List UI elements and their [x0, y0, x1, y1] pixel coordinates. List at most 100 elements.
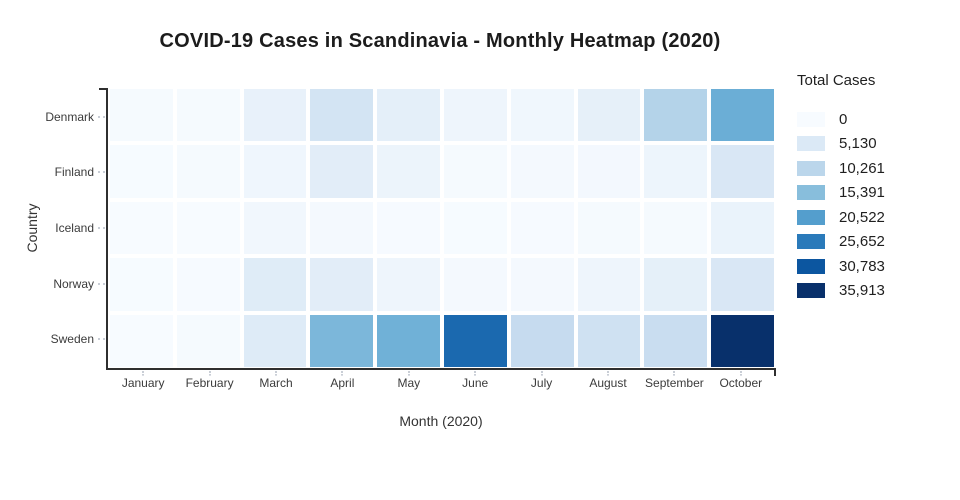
legend-tick-label: 35,913	[839, 282, 885, 300]
legend-swatch	[797, 160, 825, 176]
legend-item: 15,391	[797, 181, 957, 206]
x-tick-mark	[739, 371, 742, 376]
heatmap-cell	[377, 89, 440, 142]
heatmap-cell	[310, 201, 374, 255]
heatmap-cell	[176, 258, 240, 311]
legend-title: Total Cases	[797, 72, 876, 89]
heatmap-cell	[377, 258, 440, 311]
legend-tick-label: 25,652	[839, 233, 885, 251]
heatmap-cell	[176, 89, 240, 142]
x-tick-label: September	[645, 376, 704, 390]
legend-item: 0	[797, 107, 957, 132]
x-tick-label: February	[185, 376, 234, 390]
x-tick-label: April	[330, 376, 355, 390]
legend-swatch	[797, 234, 825, 250]
legend-swatch	[797, 283, 825, 299]
heatmap-cell	[577, 258, 641, 311]
y-tick-label: Norway	[53, 276, 94, 291]
heatmap-cell	[577, 145, 641, 198]
heatmap-cell	[644, 201, 708, 255]
heatmap-cell	[510, 201, 574, 255]
heatmap-cell	[110, 89, 173, 142]
heatmap-cell	[310, 314, 374, 367]
heatmap-cell	[310, 258, 374, 311]
heatmap-cell	[176, 145, 240, 198]
x-axis-end-tick	[774, 370, 776, 376]
heatmap-cell	[510, 258, 574, 311]
legend-swatch	[797, 136, 825, 152]
x-tick-mark	[341, 371, 344, 376]
y-axis-end-tick	[99, 88, 106, 90]
legend-item: 35,913	[797, 279, 957, 304]
heatmap-cell	[443, 314, 507, 367]
x-tick-label: June	[462, 376, 489, 390]
heatmap-cell	[711, 258, 774, 311]
legend-tick-label: 5,130	[839, 135, 877, 153]
x-tick-label: March	[259, 376, 293, 390]
y-tick-mark	[98, 171, 105, 174]
heatmap-cell	[711, 314, 774, 367]
legend-swatch	[797, 258, 825, 274]
heatmap-cell	[711, 145, 774, 198]
heatmap-cell	[711, 89, 774, 142]
heatmap-cell	[110, 258, 173, 311]
heatmap-cell	[377, 314, 440, 367]
heatmap-cell	[377, 145, 440, 198]
y-tick-label: Denmark	[45, 109, 94, 124]
legend-item: 20,522	[797, 205, 957, 230]
heatmap-cell	[644, 314, 708, 367]
heatmap-cell	[243, 201, 307, 255]
legend-item: 25,652	[797, 230, 957, 255]
heatmap-cell	[110, 201, 173, 255]
legend-swatch	[797, 111, 825, 127]
x-tick-mark	[142, 371, 145, 376]
y-tick-label: Sweden	[50, 332, 94, 347]
heatmap-cell	[310, 145, 374, 198]
heatmap-cell	[577, 201, 641, 255]
chart-title: COVID-19 Cases in Scandinavia - Monthly …	[159, 30, 721, 52]
y-axis-title: Country	[24, 203, 40, 253]
heatmap-cell	[443, 145, 507, 198]
heatmap-cell	[443, 201, 507, 255]
x-axis-title: Month (2020)	[399, 413, 483, 429]
heatmap-cell	[644, 145, 708, 198]
heatmap-cell	[443, 89, 507, 142]
heatmap-cell	[443, 258, 507, 311]
y-tick-label: Iceland	[55, 221, 94, 235]
legend-items: 0 5,130 10,261 15,391 20,522 25,652 30,783 35,9…	[797, 107, 957, 303]
heatmap-cell	[110, 314, 173, 367]
heatmap-cell	[110, 145, 173, 198]
heatmap-cell	[377, 201, 440, 255]
y-tick-label: Finland	[54, 165, 94, 180]
heatmap-cell	[243, 89, 307, 142]
heatmap-cell	[510, 145, 574, 198]
y-tick-mark	[98, 338, 105, 341]
legend-tick-label: 15,391	[839, 184, 885, 202]
legend-tick-label: 10,261	[839, 159, 885, 177]
legend-item: 5,130	[797, 132, 957, 157]
x-tick-mark	[673, 371, 676, 376]
legend-item: 10,261	[797, 156, 957, 181]
heatmap-cell	[644, 89, 708, 142]
heatmap-grid	[110, 89, 774, 367]
x-tick-label: August	[589, 376, 627, 390]
x-tick-mark	[540, 371, 543, 376]
heatmap-cell	[176, 314, 240, 367]
heatmap-cell	[711, 201, 774, 255]
heatmap-cell	[577, 89, 641, 142]
legend-tick-label: 20,522	[839, 208, 885, 226]
x-tick-label: October	[719, 376, 763, 390]
heatmap-cell	[510, 89, 574, 142]
x-tick-mark	[275, 371, 277, 376]
heatmap-cell	[243, 258, 307, 311]
y-axis-line	[106, 88, 108, 370]
x-tick-label: January	[121, 376, 165, 390]
legend-swatch	[797, 209, 825, 225]
y-tick-mark	[98, 115, 105, 118]
x-tick-label: May	[397, 376, 421, 390]
heatmap-cell	[243, 314, 307, 367]
x-tick-mark	[407, 371, 410, 376]
heatmap-cell	[310, 89, 374, 142]
y-tick-mark	[98, 282, 105, 285]
